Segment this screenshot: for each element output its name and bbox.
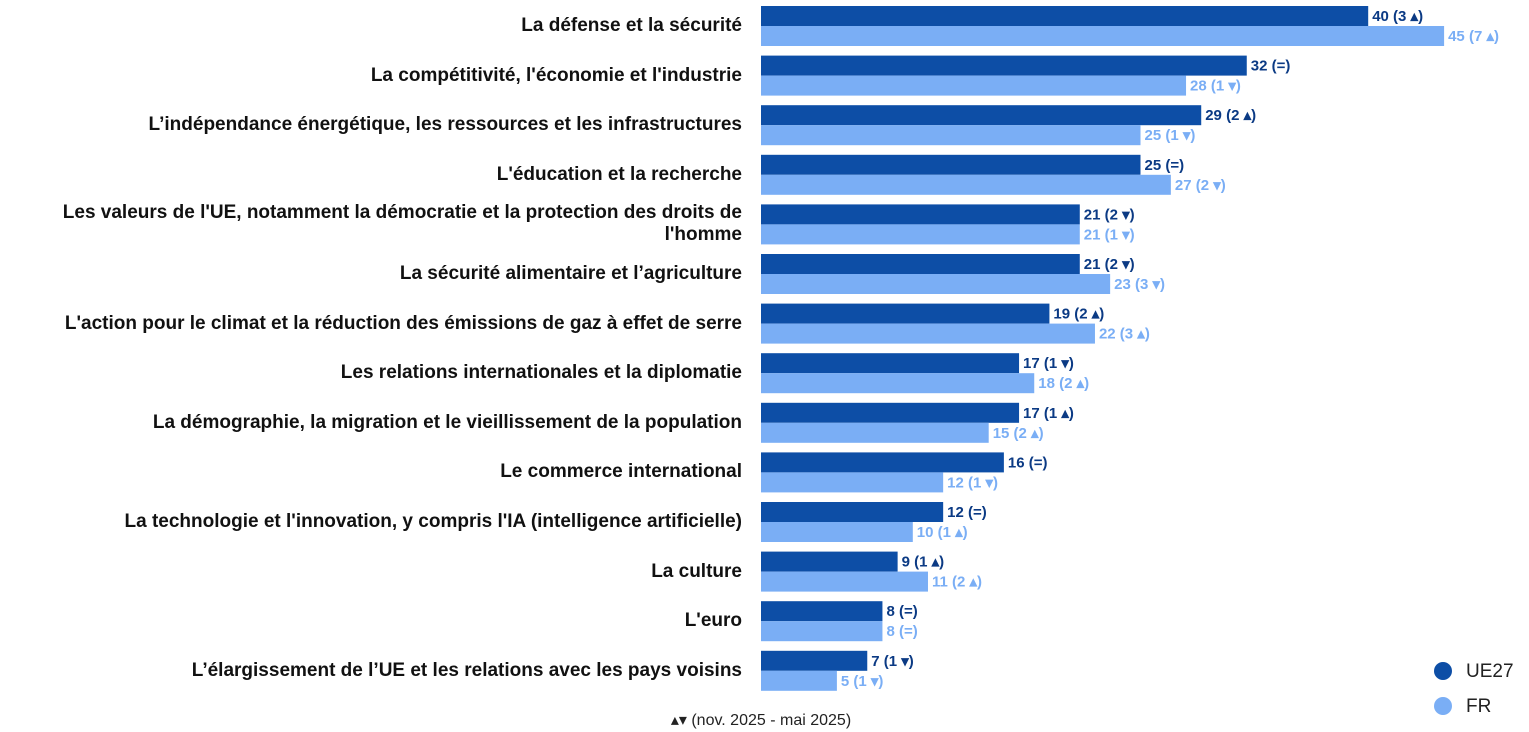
category-label: La culture bbox=[651, 560, 742, 582]
value-label: 21 (2 ▾) bbox=[1084, 256, 1135, 273]
category-label: L’indépendance énergétique, les ressourc… bbox=[148, 114, 742, 136]
value-label: 9 (1 ▴) bbox=[902, 554, 945, 571]
value-label: 15 (2 ▴) bbox=[993, 425, 1044, 442]
value-label: 21 (1 ▾) bbox=[1084, 226, 1135, 243]
bar bbox=[761, 522, 913, 542]
bar bbox=[761, 502, 944, 522]
legend-label: FR bbox=[1466, 696, 1491, 717]
value-label: 22 (3 ▴) bbox=[1099, 326, 1150, 343]
value-label: 8 (=) bbox=[886, 603, 917, 620]
legend-label: UE27 bbox=[1466, 661, 1514, 682]
bar bbox=[761, 204, 1080, 225]
bar bbox=[761, 26, 1445, 46]
value-label: 12 (1 ▾) bbox=[947, 474, 998, 491]
value-label: 16 (=) bbox=[1008, 454, 1048, 471]
legend-swatch bbox=[1434, 662, 1452, 680]
category-label: La compétitivité, l'économie et l'indust… bbox=[370, 64, 742, 86]
bar bbox=[761, 303, 1050, 324]
bar bbox=[761, 452, 1004, 473]
bar bbox=[761, 402, 1020, 423]
value-label: 40 (3 ▴) bbox=[1372, 8, 1423, 25]
value-label: 25 (=) bbox=[1145, 157, 1185, 174]
bar bbox=[761, 621, 883, 642]
category-label: Les relations internationales et la dipl… bbox=[340, 362, 742, 384]
value-label: 7 (1 ▾) bbox=[871, 653, 914, 670]
bar bbox=[761, 105, 1202, 126]
bar bbox=[761, 254, 1080, 274]
bar bbox=[761, 75, 1187, 96]
value-label: 32 (=) bbox=[1251, 58, 1291, 75]
category-label: La sécurité alimentaire et l’agriculture bbox=[399, 262, 742, 284]
value-label: 25 (1 ▾) bbox=[1145, 127, 1196, 144]
bar bbox=[761, 353, 1020, 374]
bar bbox=[761, 650, 868, 671]
bar bbox=[761, 551, 898, 572]
value-label: 23 (3 ▾) bbox=[1114, 276, 1165, 293]
legend-swatch bbox=[1434, 697, 1452, 715]
value-label: 19 (2 ▴) bbox=[1053, 306, 1104, 323]
value-label: 8 (=) bbox=[886, 623, 917, 640]
value-label: 11 (2 ▴) bbox=[932, 574, 982, 591]
category-label: Les valeurs de l'UE, notamment la démocr… bbox=[62, 202, 742, 246]
bar bbox=[761, 125, 1141, 146]
bar bbox=[761, 571, 928, 592]
value-label: 18 (2 ▴) bbox=[1038, 375, 1089, 392]
value-label: 17 (1 ▾) bbox=[1023, 355, 1074, 372]
category-label: L’élargissement de l’UE et les relations… bbox=[191, 659, 742, 681]
value-label: 45 (7 ▴) bbox=[1448, 28, 1499, 45]
value-label: 28 (1 ▾) bbox=[1190, 78, 1241, 95]
bar bbox=[761, 472, 944, 493]
bar bbox=[761, 174, 1171, 195]
note: ▴▾ (nov. 2025 - mai 2025) bbox=[671, 712, 851, 729]
category-label: La défense et la sécurité bbox=[521, 14, 742, 36]
bar bbox=[761, 601, 883, 622]
bar bbox=[761, 55, 1247, 76]
bar bbox=[761, 274, 1111, 294]
value-label: 17 (1 ▴) bbox=[1023, 405, 1074, 422]
category-label: La démographie, la migration et le vieil… bbox=[152, 411, 742, 433]
bar bbox=[761, 224, 1080, 245]
value-label: 27 (2 ▾) bbox=[1175, 177, 1226, 194]
category-label: L'euro bbox=[684, 610, 742, 632]
category-label: Le commerce international bbox=[500, 461, 742, 483]
category-label: L'action pour le climat et la réduction … bbox=[64, 312, 742, 334]
value-label: 10 (1 ▴) bbox=[917, 524, 968, 541]
category-label: L'éducation et la recherche bbox=[496, 163, 742, 185]
bar bbox=[761, 422, 989, 443]
category-label: La technologie et l'innovation, y compri… bbox=[124, 510, 743, 532]
value-label: 29 (2 ▴) bbox=[1205, 107, 1256, 124]
value-label: 5 (1 ▾) bbox=[841, 673, 884, 690]
bar bbox=[761, 154, 1141, 175]
bar bbox=[761, 323, 1095, 344]
bar bbox=[761, 373, 1035, 394]
value-label: 12 (=) bbox=[947, 504, 987, 521]
bar bbox=[761, 670, 837, 691]
bar bbox=[761, 6, 1369, 26]
value-label: 21 (2 ▾) bbox=[1084, 206, 1135, 223]
